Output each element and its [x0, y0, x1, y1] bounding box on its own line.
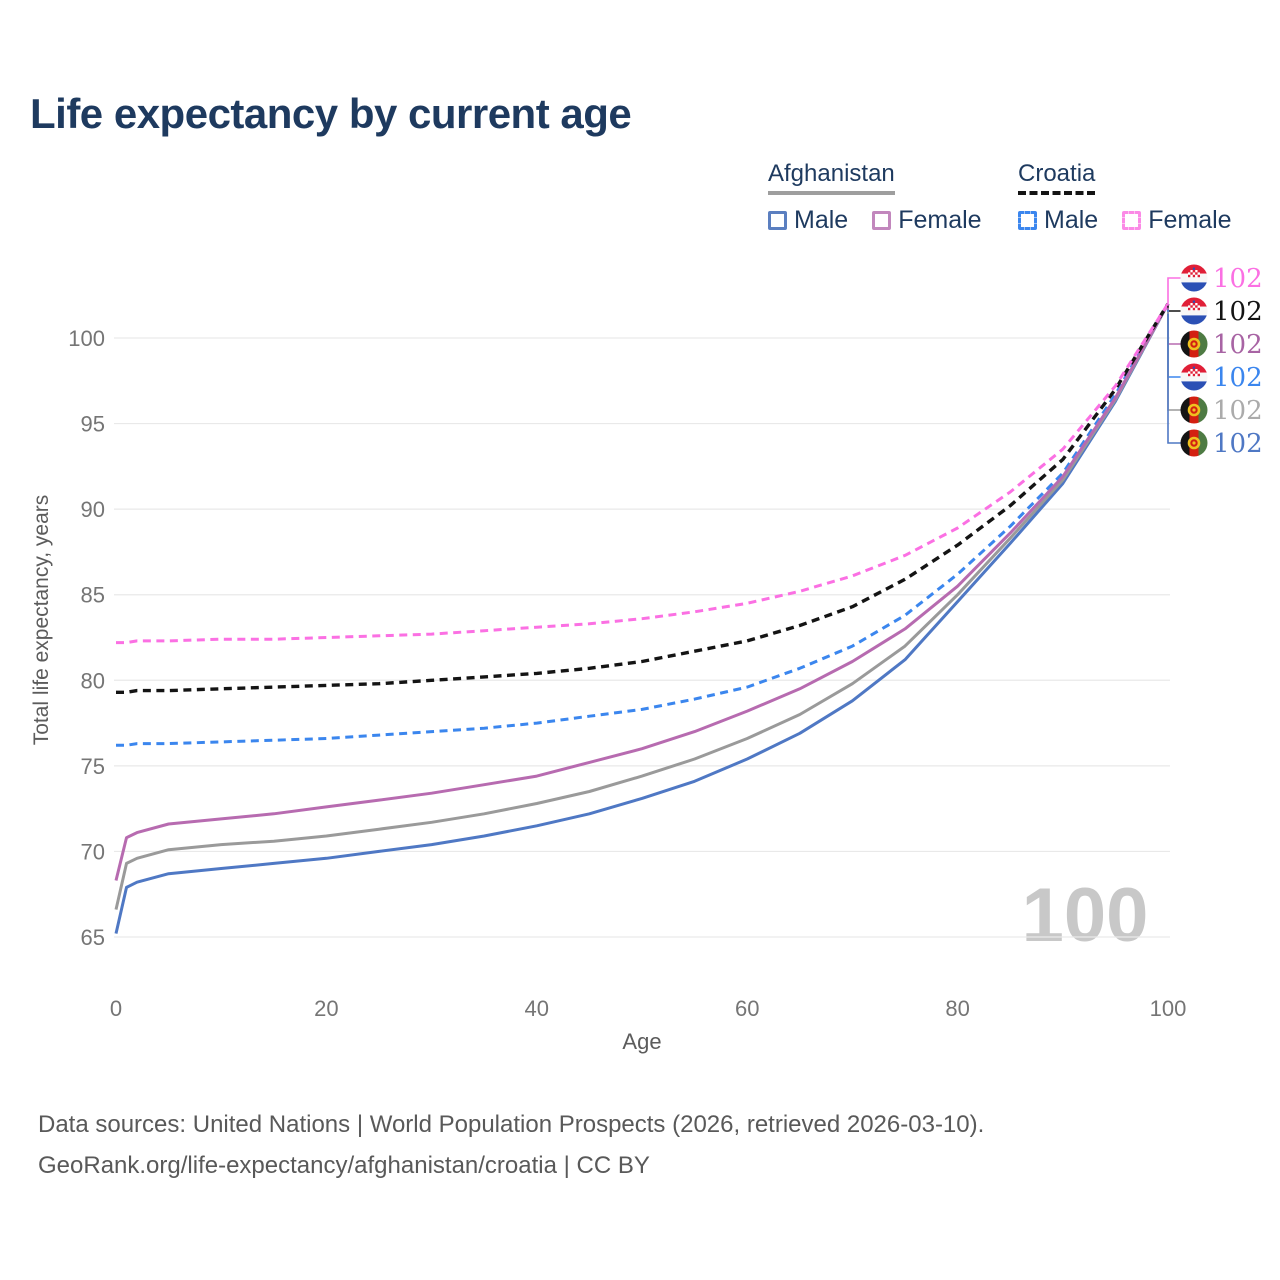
callout-value-label: 102: [1213, 396, 1263, 426]
croatia-flag-icon: [1180, 264, 1208, 292]
footer: Data sources: United Nations | World Pop…: [38, 1104, 984, 1186]
afghanistan-flag-icon: [1180, 330, 1208, 358]
legend-group-afghanistan: Afghanistan Male Female: [768, 160, 1006, 235]
legend-row-croatia: Male Female: [1018, 206, 1256, 235]
legend-swatch-croatia-male-icon[interactable]: [1018, 211, 1037, 230]
x-tick-label: 20: [314, 996, 338, 1021]
callout-value-label: 102: [1213, 264, 1263, 294]
legend-swatch-afghanistan-male-icon[interactable]: [768, 211, 787, 230]
callout-leader: [1167, 305, 1181, 312]
series-line-croatia-male[interactable]: [116, 303, 1170, 747]
afghanistan-flag-icon: [1180, 396, 1208, 424]
afghanistan-flag-icon: [1180, 429, 1208, 457]
legend-swatch-afghanistan-female-icon[interactable]: [872, 211, 892, 230]
y-tick-label: 70: [81, 839, 105, 864]
footer-attribution-link: GeoRank.org/life-expectancy/afghanistan/…: [38, 1152, 650, 1179]
y-tick-label: 65: [81, 925, 105, 950]
y-tick-label: 85: [81, 583, 105, 608]
y-tick-label: 95: [81, 412, 105, 437]
page-title: Life expectancy by current age: [30, 90, 632, 137]
callout-leader: [1167, 311, 1181, 411]
series-line-afghanistan-male[interactable]: [114, 303, 1170, 934]
y-tick-label: 90: [81, 497, 105, 522]
callout-value-label: 102: [1213, 429, 1263, 459]
croatia-flag-icon: [1180, 297, 1208, 325]
y-tick-label: 80: [81, 668, 105, 693]
x-axis-title: Age: [622, 1029, 661, 1054]
y-tick-label: 100: [68, 326, 105, 351]
x-tick-label: 40: [525, 996, 549, 1021]
x-tick-label: 60: [735, 996, 759, 1021]
x-tick-label: 0: [110, 996, 122, 1021]
legend-label-afghanistan-male[interactable]: Male: [794, 206, 849, 234]
series-line-afghanistan-female[interactable]: [114, 303, 1170, 881]
callout-leader: [1167, 313, 1181, 444]
legend-swatch-croatia-female-icon[interactable]: [1122, 211, 1142, 230]
legend-country-croatia[interactable]: Croatia: [1018, 160, 1096, 195]
age-indicator: 100: [1022, 873, 1149, 958]
legend-label-croatia-male[interactable]: Male: [1044, 206, 1099, 234]
chart-legend: Afghanistan Male Female Croatia Male Fem…: [0, 160, 1280, 250]
callout-value-label: 102: [1213, 363, 1263, 393]
callout-value-label: 102: [1213, 297, 1263, 327]
legend-country-afghanistan[interactable]: Afghanistan: [768, 160, 895, 195]
legend-group-croatia: Croatia Male Female: [1018, 160, 1256, 235]
series-line-croatia-both[interactable]: [116, 302, 1170, 694]
series-line-croatia-female[interactable]: [116, 302, 1170, 645]
legend-label-afghanistan-female[interactable]: Female: [898, 206, 982, 234]
croatia-flag-icon: [1180, 363, 1208, 391]
legend-label-croatia-female[interactable]: Female: [1148, 206, 1232, 234]
y-axis-title: Total life expectancy, years: [30, 495, 53, 746]
callout-value-label: 102: [1213, 330, 1263, 360]
series-line-afghanistan-both[interactable]: [114, 303, 1170, 910]
y-tick-label: 75: [81, 754, 105, 779]
legend-row-afghanistan: Male Female: [768, 206, 1006, 235]
callout-leader: [1167, 277, 1181, 304]
footer-data-sources: Data sources: United Nations | World Pop…: [38, 1111, 985, 1138]
x-tick-label: 100: [1150, 996, 1187, 1021]
x-tick-label: 80: [945, 996, 969, 1021]
